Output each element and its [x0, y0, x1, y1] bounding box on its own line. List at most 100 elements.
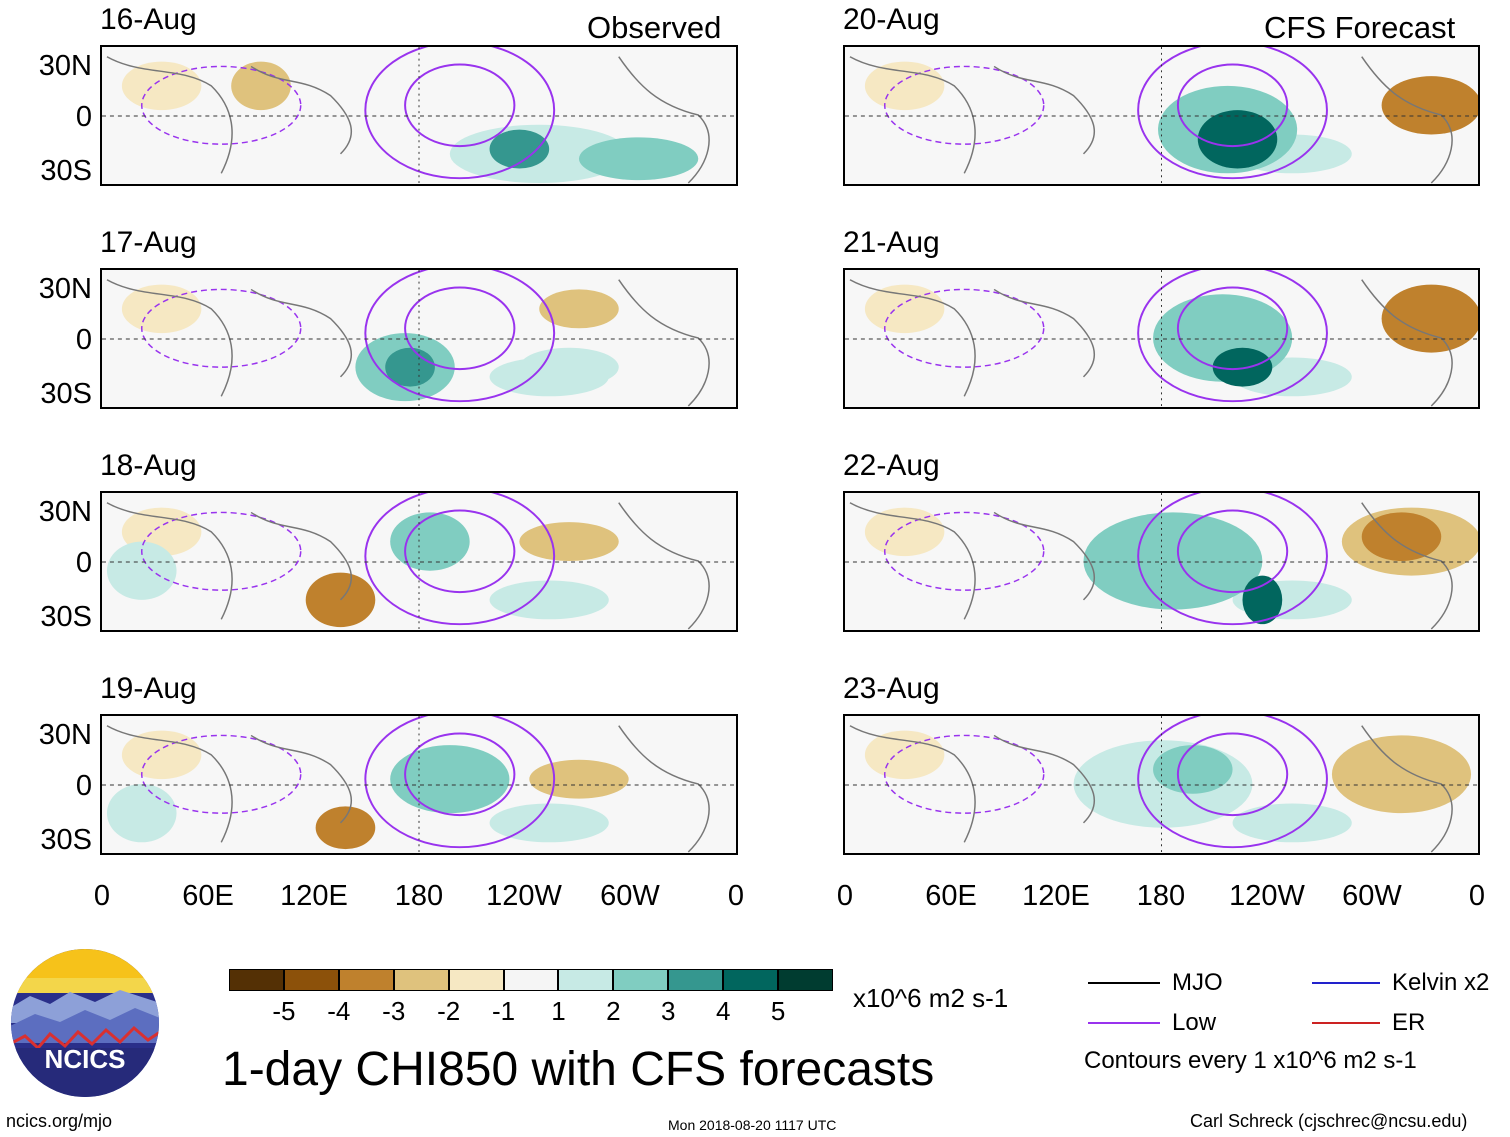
panel-date: 18-Aug: [100, 449, 197, 482]
high-contour: [141, 65, 302, 145]
anomaly-positive: [539, 289, 619, 329]
lat-label: 30N: [38, 50, 92, 82]
anomaly-positive: [529, 759, 629, 799]
low-contour: [1176, 732, 1289, 817]
lat-label: 30S: [40, 601, 92, 633]
panel-date: 20-Aug: [843, 3, 940, 36]
low-contour: [1176, 63, 1289, 148]
coastline: [849, 56, 1453, 184]
anomaly-negative: [578, 137, 699, 181]
low-contour: [404, 63, 516, 148]
anomaly-positive: [864, 730, 945, 780]
anomaly-positive: [864, 61, 945, 111]
lat-label: 0: [75, 101, 92, 133]
coastline: [106, 725, 710, 853]
footer-url[interactable]: ncics.org/mjo: [6, 1111, 113, 1131]
coastline: [849, 725, 1453, 853]
lon-label: 0: [727, 880, 745, 912]
colorbar-swatch: [229, 969, 284, 991]
legend-low-line: [1088, 1022, 1160, 1024]
colorbar: [229, 969, 833, 991]
low-contour: [364, 270, 556, 403]
lat-label: 30N: [38, 719, 92, 751]
observed-header: Observed: [587, 10, 722, 45]
colorbar-tick: 2: [606, 996, 621, 1026]
anomaly-positive: [315, 806, 376, 850]
lon-label: 60W: [1342, 880, 1402, 912]
low-contour: [364, 493, 556, 626]
anomaly-positive: [1331, 735, 1472, 814]
low-contour: [1137, 47, 1328, 180]
anomaly-positive: [864, 507, 945, 557]
legend-er-label: ER: [1392, 1009, 1426, 1036]
anomaly-positive: [1361, 512, 1442, 562]
low-contour: [1137, 270, 1328, 403]
lat-label: 30S: [40, 824, 92, 856]
coastline: [849, 279, 1453, 407]
colorbar-swatch: [393, 969, 449, 991]
colorbar-units: x10^6 m2 s-1: [853, 983, 1009, 1013]
low-contour: [404, 509, 516, 594]
anomaly-positive: [121, 61, 202, 111]
coastline: [849, 502, 1453, 630]
low-contour: [404, 732, 516, 817]
lon-label: 60W: [600, 880, 660, 912]
ncics-logo: NCICS: [10, 948, 160, 1098]
coastline: [106, 279, 710, 407]
colorbar-tick: -3: [382, 996, 406, 1026]
lon-label: 120E: [1022, 880, 1090, 912]
anomaly-negative: [1242, 575, 1283, 625]
lon-label: 60E: [182, 880, 234, 912]
high-contour: [884, 288, 1045, 368]
footer-author: Carl Schreck (cjschrec@ncsu.edu): [1190, 1111, 1468, 1131]
anomaly-negative: [519, 347, 619, 387]
coastline: [106, 56, 710, 184]
anomaly-positive: [305, 572, 376, 628]
anomaly-negative: [489, 129, 550, 169]
anomaly-positive: [231, 61, 291, 111]
colorbar-tick: 1: [551, 996, 566, 1026]
low-contour: [1137, 716, 1328, 849]
map-area: [843, 714, 1480, 855]
colorbar-swatch: [778, 969, 833, 991]
panel-date: 17-Aug: [100, 226, 197, 259]
anomaly-negative: [1153, 745, 1233, 794]
lat-label: 30N: [38, 273, 92, 305]
anomaly-positive: [121, 284, 202, 334]
low-contour: [1176, 286, 1289, 371]
legend-kelvin-label: Kelvin x2: [1392, 969, 1490, 996]
high-contour: [141, 288, 302, 368]
lon-label: 0: [93, 880, 111, 912]
lon-label: 120W: [1229, 880, 1305, 912]
lon-label: 180: [394, 880, 444, 912]
colorbar-swatch: [338, 969, 394, 991]
colorbar-tick: 5: [770, 996, 786, 1026]
lon-label: 180: [1136, 880, 1186, 912]
colorbar-tick: 4: [715, 996, 731, 1026]
high-contour: [884, 65, 1045, 145]
legend-low-label: Low: [1172, 1009, 1217, 1036]
colorbar-swatch: [613, 969, 669, 991]
anomaly-negative: [106, 541, 177, 600]
anomaly-positive: [519, 522, 619, 562]
footer-timestamp: Mon 2018-08-20 1117 UTC: [668, 1117, 837, 1133]
lat-label: 30S: [40, 378, 92, 410]
anomaly-negative: [390, 512, 470, 571]
map-area: [843, 45, 1480, 186]
panel-date: 19-Aug: [100, 672, 197, 705]
map-area: [100, 491, 738, 632]
low-contour: [404, 286, 516, 371]
lat-label: 0: [75, 324, 92, 356]
colorbar-tick: -4: [327, 996, 351, 1026]
colorbar-swatch: [723, 969, 779, 991]
low-contour: [364, 716, 556, 849]
anomaly-positive: [121, 730, 202, 780]
low-contour: [1176, 509, 1289, 594]
forecast-header: CFS Forecast: [1264, 10, 1456, 45]
lat-label: 0: [75, 547, 92, 579]
panel-date: 22-Aug: [843, 449, 940, 482]
lon-label: 120E: [280, 880, 348, 912]
figure-title: 1-day CHI850 with CFS forecasts: [222, 1043, 935, 1096]
anomaly-negative: [1232, 803, 1352, 843]
map-area: [100, 268, 738, 409]
